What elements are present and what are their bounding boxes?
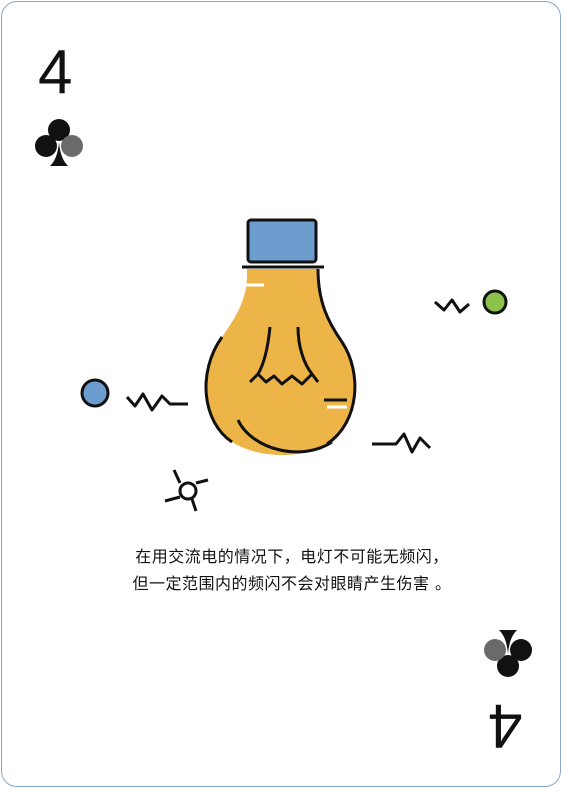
squiggle-right-icon: [434, 298, 470, 314]
lightbulb-icon: [204, 218, 357, 456]
squiggle-lower-icon: [372, 432, 432, 454]
club-icon: [35, 119, 83, 166]
card-caption: 在用交流电的情况下，电灯不可能无频闪， 但一定范围内的频闪不会对眼睛产生伤害 。: [62, 543, 522, 597]
rank-bottom: 4: [488, 691, 523, 760]
caption-line-2: 但一定范围内的频闪不会对眼睛产生伤害 。: [132, 574, 452, 593]
sparkle-icon: [164, 469, 209, 512]
squiggle-left-icon: [125, 392, 188, 412]
green-dot-icon: [482, 289, 508, 315]
rank-top: 4: [38, 38, 73, 107]
club-icon: [484, 630, 532, 677]
caption-line-1: 在用交流电的情况下，电灯不可能无频闪，: [135, 547, 449, 566]
blue-dot-icon: [80, 378, 110, 408]
